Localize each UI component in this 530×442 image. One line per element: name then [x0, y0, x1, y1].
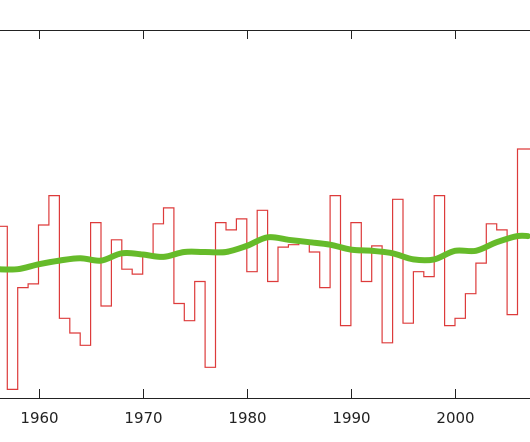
x-tick-label: 1980 [228, 409, 266, 427]
x-tick-label: 2000 [436, 409, 474, 427]
series-layer [0, 148, 530, 390]
plot-frame [0, 30, 530, 399]
x-tick-label: 1960 [20, 409, 58, 427]
x-axis-tick-labels: 1960 1970 1980 1990 2000 [20, 409, 474, 427]
x-tick-label: 1970 [124, 409, 162, 427]
annual-step-series [0, 148, 530, 390]
x-tick-label: 1990 [332, 409, 370, 427]
x-axis-ticks [39, 30, 456, 398]
smoothed-trend-series [0, 232, 530, 273]
